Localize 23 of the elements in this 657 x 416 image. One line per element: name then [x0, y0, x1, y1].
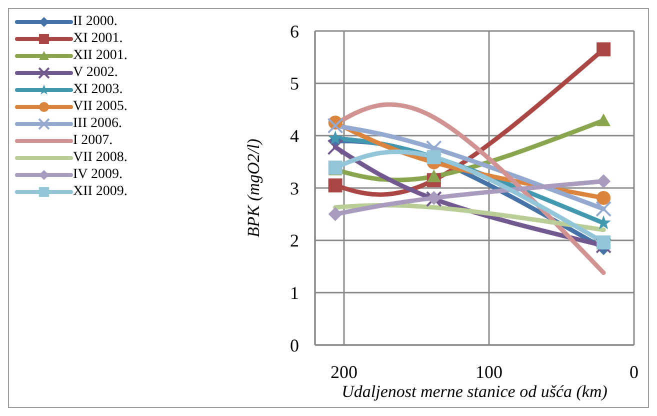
legend-label: XII 2009. [73, 184, 128, 200]
y-tick-label: 4 [290, 126, 299, 146]
y-tick-label: 6 [290, 21, 299, 42]
y-tick-label: 2 [290, 230, 299, 251]
legend-label: V 2002. [73, 64, 118, 80]
y-tick-label: 3 [290, 178, 299, 198]
x-tick-label: 0 [630, 362, 638, 382]
legend-label: IV 2009. [73, 166, 123, 182]
x-tick-label: 200 [330, 362, 358, 382]
legend-label: I 2007. [73, 132, 113, 148]
y-tick-label: 1 [290, 283, 299, 304]
legend-label: XI 2003. [73, 82, 123, 98]
y-axis-title: BPK (mgO2/l) [244, 138, 263, 238]
legend-label: VII 2008. [73, 150, 128, 166]
legend-label: XII 2001. [73, 48, 128, 64]
legend-label: VII 2005. [73, 98, 128, 114]
y-tick-label: 5 [290, 74, 299, 94]
legend-label: II 2000. [73, 14, 118, 30]
legend-label: XI 2001. [73, 30, 123, 46]
x-axis-title: Udaljenost merne stanice od ušća (km) [342, 382, 608, 401]
y-tick-label: 0 [290, 335, 299, 356]
legend-label: III 2006. [73, 116, 122, 132]
x-tick-label: 100 [476, 362, 502, 382]
